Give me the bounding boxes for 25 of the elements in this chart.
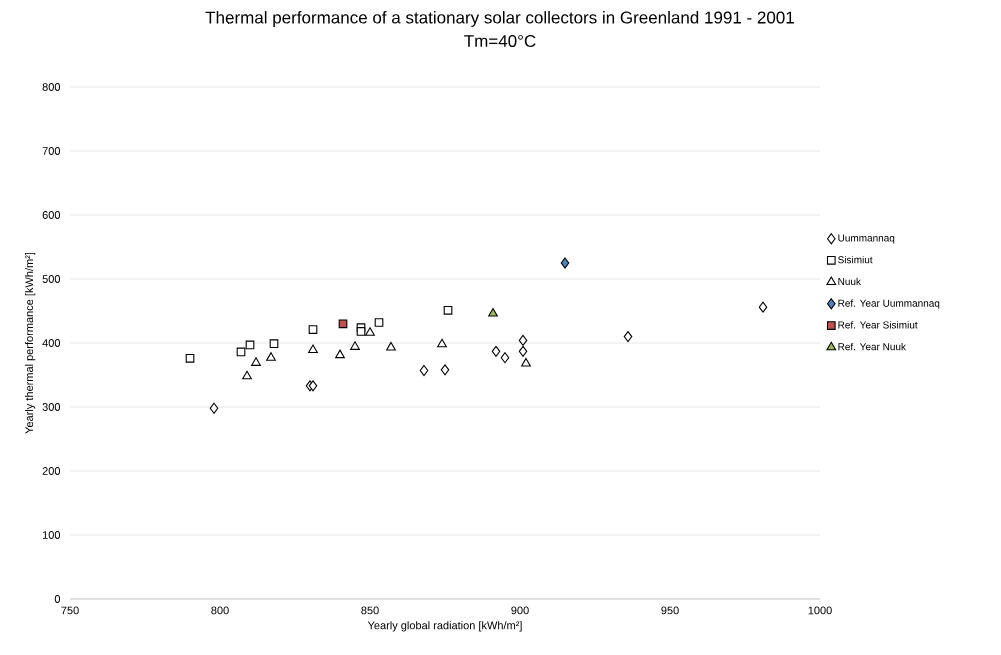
y-tick-label: 400	[42, 339, 61, 347]
legend-label: Ref. Year Nuuk	[838, 342, 906, 351]
y-tick-label: 200	[42, 467, 61, 475]
legend-label: Ref. Year Sisimiut	[838, 321, 918, 329]
chart-title: Thermal performance of a stationary solar collectors in Greenland 1991 - 2001	[205, 11, 794, 27]
y-tick-label: 800	[42, 83, 61, 91]
legend-label: Ref. Year Uummannaq	[838, 299, 940, 309]
y-tick-label: 0	[54, 595, 61, 603]
x-axis-title: Yearly global radiation [kWh/m²]	[367, 621, 522, 632]
x-tick-label: 900	[511, 606, 529, 615]
y-tick-label: 600	[42, 211, 61, 219]
x-tick-label: 800	[211, 606, 229, 615]
x-tick-label: 1000	[808, 606, 832, 615]
legend-label: Uummannaq	[838, 234, 895, 244]
x-tick-label: 850	[361, 606, 379, 615]
y-axis-title: Yearly thermal performance [kWh/m²]	[25, 252, 36, 434]
x-tick-label: 750	[61, 606, 79, 615]
y-tick-label: 700	[42, 147, 61, 155]
y-tick-label: 300	[42, 403, 61, 411]
chart-subtitle: Tm=40°C	[464, 34, 536, 48]
y-tick-label: 500	[42, 275, 61, 283]
x-tick-label: 950	[661, 606, 679, 615]
legend-label: Nuuk	[838, 277, 861, 286]
y-tick-label: 100	[42, 531, 61, 539]
legend-label: Sisimiut	[838, 255, 873, 264]
